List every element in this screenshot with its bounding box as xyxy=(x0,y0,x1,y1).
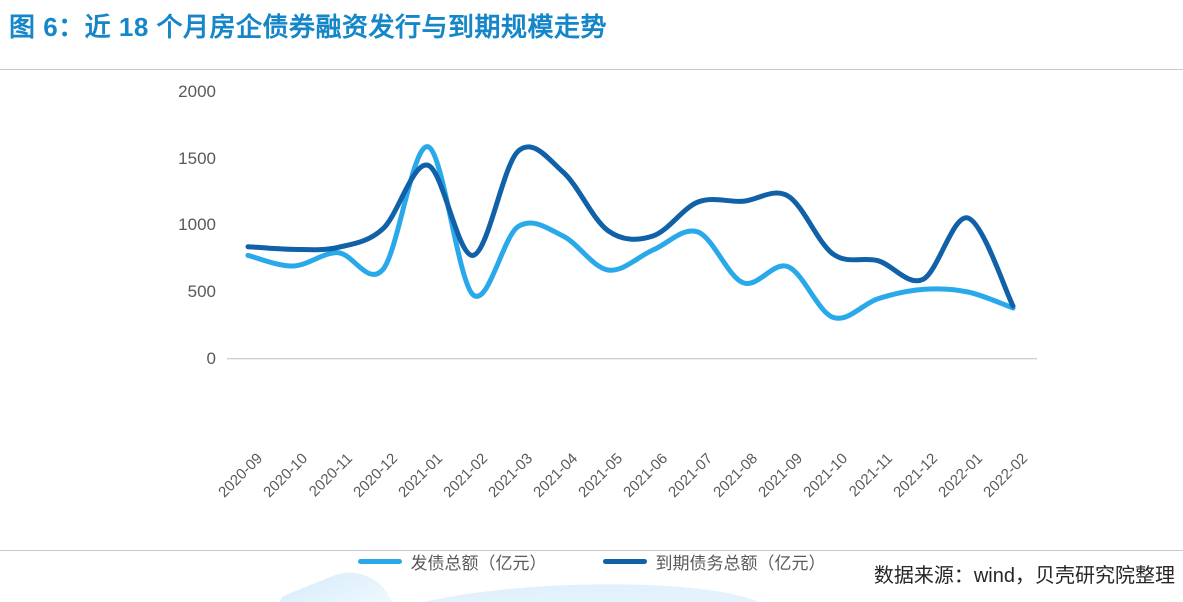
chart-legend: 发债总额（亿元） 到期债务总额（亿元） xyxy=(0,549,1183,574)
source-note: 数据来源：wind，贝壳研究院整理 xyxy=(873,565,1175,587)
series-line-maturity xyxy=(245,144,1016,309)
footer-divider xyxy=(0,550,1183,551)
legend-label-maturity: 到期债务总额（亿元） xyxy=(655,554,826,573)
series-line-issuance xyxy=(245,144,1016,321)
y-axis-tick-label: 1500 xyxy=(178,148,216,168)
legend-label-issuance: 发债总额（亿元） xyxy=(410,554,547,573)
watermark-swoosh-icon xyxy=(373,578,772,602)
legend-line-swatch-maturity xyxy=(602,559,647,564)
legend-item-issuance: 发债总额（亿元） xyxy=(357,549,547,574)
y-axis-tick-label: 2000 xyxy=(178,82,216,101)
y-axis-tick-label: 1000 xyxy=(178,215,216,235)
y-axis-tick-label: 0 xyxy=(206,348,216,368)
chart-canvas xyxy=(227,144,1037,360)
y-axis-tick-label: 500 xyxy=(187,282,216,301)
panel-top-divider xyxy=(0,69,1183,70)
legend-item-maturity: 到期债务总额（亿元） xyxy=(602,549,826,574)
figure-title: 图 6：近 18 个月房企债券融资发行与到期规模走势 xyxy=(9,12,608,42)
legend-line-swatch-issuance xyxy=(357,559,402,564)
line-chart: 0 500 1000 1500 2000 2020-09 2020-10 2020-11 20… xyxy=(0,69,1183,573)
